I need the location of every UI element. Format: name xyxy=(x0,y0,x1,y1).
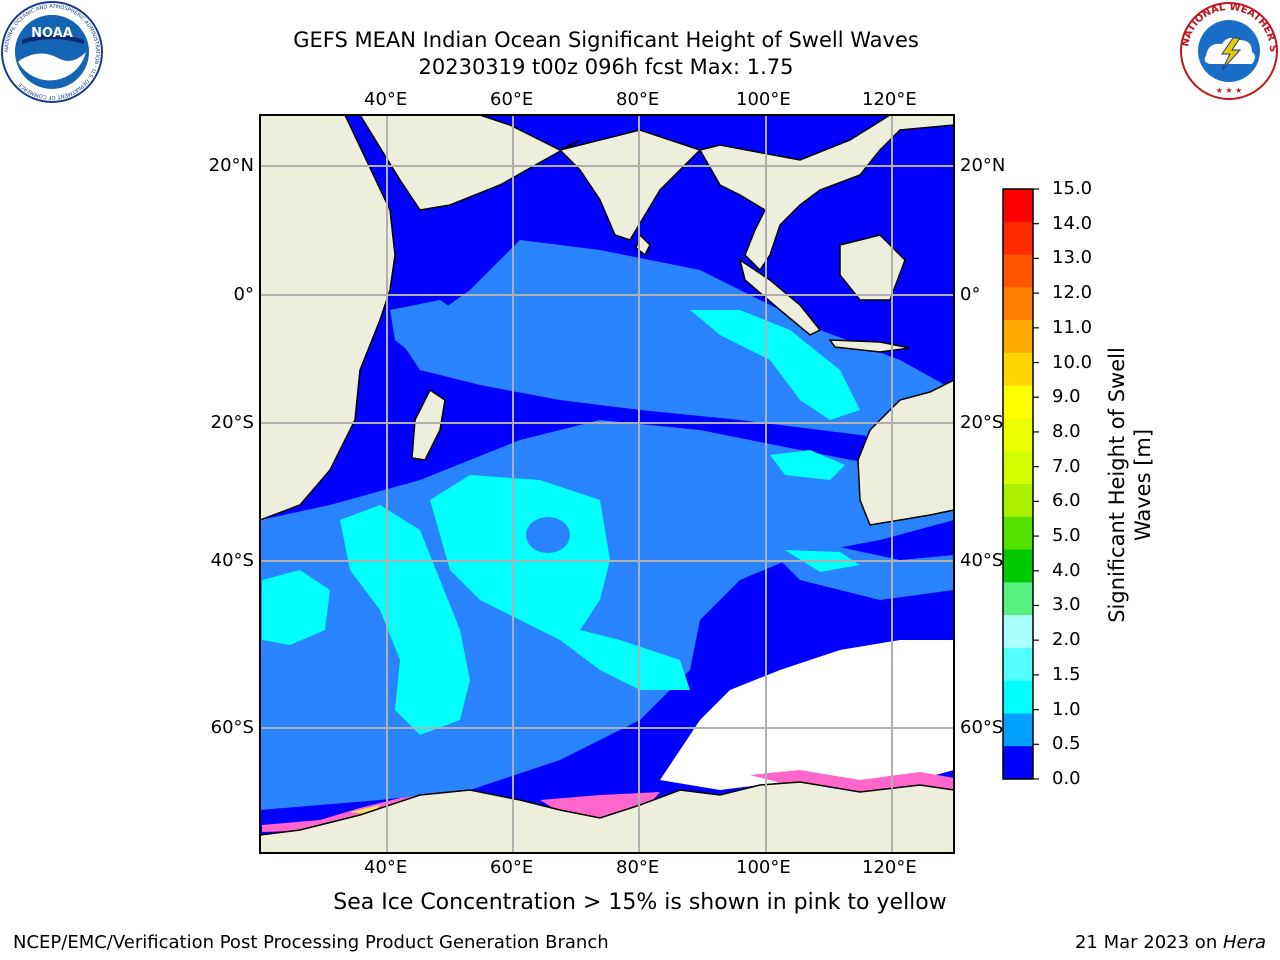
australia xyxy=(857,379,954,526)
swell-band-arabian xyxy=(390,300,470,360)
svg-text:★ ★ ★: ★ ★ ★ xyxy=(1216,86,1243,95)
swell-core-sumatra xyxy=(690,310,860,420)
lat-tick-left: 60°S xyxy=(210,717,254,738)
colorbar-label: 12.0 xyxy=(1052,282,1093,304)
colorbar-label: 3.0 xyxy=(1052,594,1081,616)
colorbar-swatch xyxy=(1003,385,1033,419)
noaa-logo: NOAA NATIONAL OCEANIC AND ATMOSPHERIC AD… xyxy=(1,1,103,103)
colorbar-swatch xyxy=(1003,647,1033,682)
lat-tick-right: 0° xyxy=(960,284,981,305)
colorbar-label: 4.0 xyxy=(1052,559,1081,581)
antarctic-ice-white xyxy=(660,640,954,790)
chart-title: GEFS MEAN Indian Ocean Significant Heigh… xyxy=(293,28,919,52)
colorbar-label: 5.0 xyxy=(1052,525,1081,547)
colorbar-label: 0.5 xyxy=(1052,733,1081,755)
borneo xyxy=(839,234,906,301)
colorbar-label: 7.0 xyxy=(1052,455,1081,477)
map-frame xyxy=(259,114,955,854)
colorbar-label: 0.0 xyxy=(1052,768,1081,789)
southeast-asia xyxy=(698,115,954,272)
india xyxy=(558,129,702,241)
colorbar-label: 11.0 xyxy=(1052,316,1093,338)
swell-core-central xyxy=(430,475,690,690)
colorbar-label: 10.0 xyxy=(1052,351,1093,373)
nws-logo: NATIONAL WEATHER SERVICE ★ ★ ★ xyxy=(1178,0,1278,100)
colorbar-label: 13.0 xyxy=(1052,247,1093,269)
footer-date-text: 21 Mar 2023 on xyxy=(1074,932,1223,953)
arabia xyxy=(359,115,581,211)
colorbar-swatch xyxy=(1003,680,1033,714)
colorbar-label: 2.0 xyxy=(1052,629,1081,651)
colorbar-swatch xyxy=(1003,254,1033,288)
lon-tick-bottom: 80°E xyxy=(616,857,660,878)
swell-core-west xyxy=(340,505,470,735)
swell-hole xyxy=(526,517,570,553)
lat-tick-right: 60°S xyxy=(960,717,1004,738)
footer-host: Hera xyxy=(1222,932,1266,953)
land-masses xyxy=(260,115,954,853)
colorbar-label: 15.0 xyxy=(1052,178,1093,199)
lon-tick-top: 100°E xyxy=(736,89,791,110)
chart-subtitle: 20230319 t00z 096h fcst Max: 1.75 xyxy=(418,55,794,79)
map-field xyxy=(260,115,954,853)
africa xyxy=(260,115,396,521)
java xyxy=(828,339,911,353)
colorbar-swatch xyxy=(1003,451,1033,485)
graticule xyxy=(260,115,954,853)
colorbar-swatch xyxy=(1003,615,1033,649)
lat-tick-left: 20°S xyxy=(210,412,254,433)
sumatra xyxy=(738,258,822,336)
colorbar-swatch xyxy=(1003,484,1033,518)
svg-text:NOAA: NOAA xyxy=(31,26,73,41)
colorbar-swatch xyxy=(1003,189,1033,223)
lat-tick-left: 0° xyxy=(233,284,254,305)
lon-tick-bottom: 120°E xyxy=(862,857,917,878)
sea-ice-note: Sea Ice Concentration > 15% is shown in … xyxy=(333,890,947,915)
colorbar-swatch xyxy=(1003,287,1033,321)
footer-credit: NCEP/EMC/Verification Post Processing Pr… xyxy=(13,932,609,953)
colorbar-swatch xyxy=(1003,582,1033,616)
colorbar-swatch xyxy=(1003,320,1033,354)
lat-tick-left: 20°N xyxy=(208,155,254,176)
colorbar-swatch xyxy=(1003,221,1033,256)
lat-tick-right: 40°S xyxy=(960,550,1004,571)
lat-tick-left: 40°S xyxy=(210,550,254,571)
colorbar-label: 6.0 xyxy=(1052,490,1081,512)
colorbar-title-line1: Significant Height of Swell xyxy=(1105,347,1129,623)
lon-tick-bottom: 40°E xyxy=(364,857,408,878)
lon-tick-bottom: 100°E xyxy=(736,857,791,878)
colorbar-frame xyxy=(1002,188,1034,780)
colorbar-swatch xyxy=(1003,746,1033,780)
swell-core-far-west xyxy=(262,570,330,645)
lon-tick-top: 40°E xyxy=(364,89,408,110)
swell-core-australia-west xyxy=(770,450,845,480)
colorbar-swatch xyxy=(1003,352,1033,387)
colorbar-title-line2: Waves [m] xyxy=(1131,428,1155,542)
colorbar-label: 8.0 xyxy=(1052,420,1081,442)
colorbar-swatch xyxy=(1003,549,1033,583)
colorbar-label: 1.5 xyxy=(1052,663,1081,685)
colorbar xyxy=(1003,188,1039,780)
lat-tick-right: 20°S xyxy=(960,412,1004,433)
madagascar xyxy=(411,388,446,461)
colorbar-swatch xyxy=(1003,713,1033,747)
lat-tick-right: 20°N xyxy=(960,155,1006,176)
colorbar-label: 14.0 xyxy=(1052,212,1093,234)
lon-tick-bottom: 60°E xyxy=(490,857,534,878)
lon-tick-top: 120°E xyxy=(862,89,917,110)
lon-tick-top: 60°E xyxy=(490,89,534,110)
footer-date: 21 Mar 2023 on Hera xyxy=(1075,932,1266,953)
colorbar-label: 9.0 xyxy=(1052,386,1081,408)
colorbar-swatch xyxy=(1003,418,1033,452)
colorbar-label: 1.0 xyxy=(1052,698,1081,720)
colorbar-swatch xyxy=(1003,516,1033,551)
lon-tick-top: 80°E xyxy=(616,89,660,110)
